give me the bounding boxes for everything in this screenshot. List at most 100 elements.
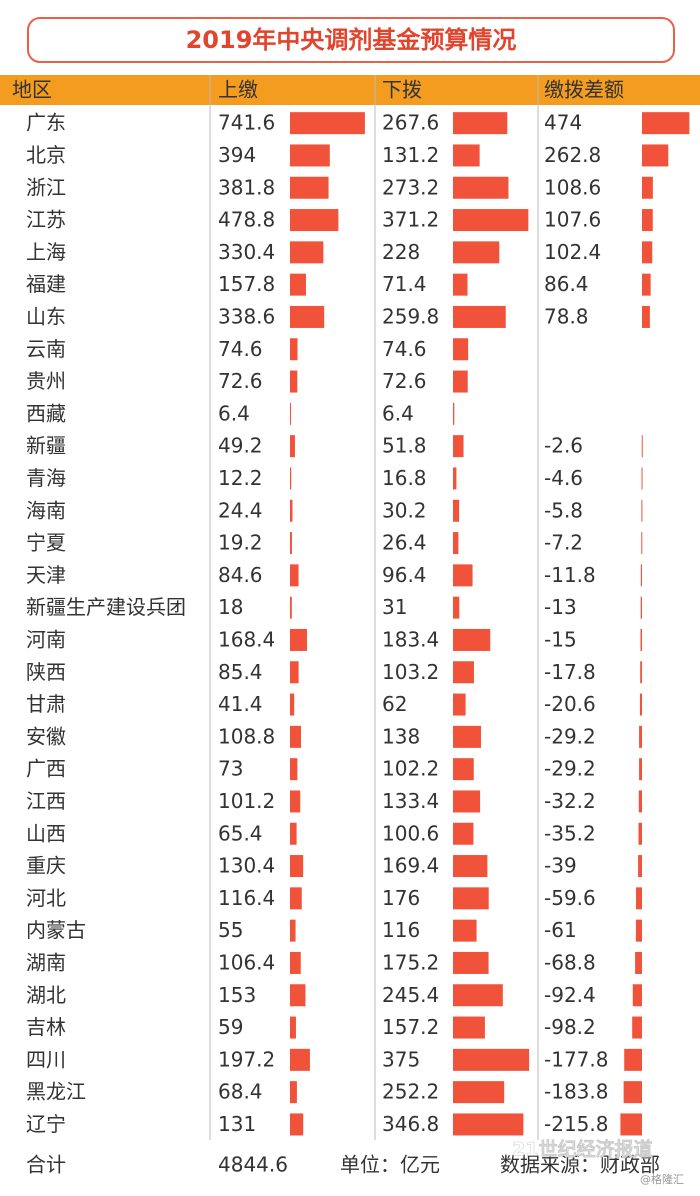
value-cell: 24.4 [218, 498, 263, 522]
value-cell: 41.4 [218, 692, 263, 716]
title: 2019年中央调剂基金预算情况 [186, 26, 517, 54]
value-bar [640, 596, 642, 619]
value-bar [290, 144, 330, 167]
title-box [27, 17, 675, 63]
value-cell: 65.4 [218, 821, 263, 845]
value-cell: 86.4 [544, 272, 589, 296]
value-bar [453, 402, 455, 425]
region-cell: 陕西 [26, 660, 66, 684]
value-bar [453, 887, 489, 910]
value-bar [453, 273, 468, 296]
value-cell: 197.2 [218, 1047, 275, 1071]
value-bar [290, 887, 302, 910]
value-bar [640, 564, 642, 587]
value-cell: 157.8 [218, 272, 275, 296]
value-cell: 116.4 [218, 886, 275, 910]
value-bar [453, 790, 481, 813]
value-bar [642, 112, 690, 135]
value-cell: -17.8 [544, 660, 596, 684]
value-cell: 375 [382, 1047, 420, 1071]
value-cell: -20.6 [544, 692, 596, 716]
value-bar [453, 919, 477, 942]
value-bar [290, 596, 292, 619]
watermark: 21世纪经济报道 [512, 1138, 652, 1161]
value-bar [641, 499, 643, 522]
value-bar [453, 305, 506, 328]
region-cell: 上海 [26, 240, 66, 264]
value-cell: 18 [218, 595, 243, 619]
value-cell: 168.4 [218, 627, 275, 651]
value-cell: 157.2 [382, 1015, 439, 1039]
value-bar [290, 661, 299, 684]
value-bar [290, 338, 298, 361]
value-bar [290, 273, 306, 296]
value-cell: 245.4 [382, 983, 439, 1007]
region-cell: 湖南 [26, 950, 66, 974]
value-bar [290, 984, 306, 1007]
region-cell: 广西 [26, 757, 66, 781]
value-cell: -29.2 [544, 757, 596, 781]
value-bar [290, 822, 297, 845]
value-bar [453, 984, 503, 1007]
value-bar [642, 273, 651, 296]
value-cell: 72.6 [218, 369, 263, 393]
value-cell: -35.2 [544, 821, 596, 845]
value-bar [290, 919, 296, 942]
region-cell: 贵州 [26, 369, 66, 393]
value-bar [453, 564, 473, 587]
value-cell: 31 [382, 595, 407, 619]
value-bar [290, 693, 295, 716]
value-bar [641, 532, 643, 555]
value-cell: 26.4 [382, 531, 427, 555]
value-cell: -11.8 [544, 563, 596, 587]
value-bar [453, 144, 480, 167]
value-bar [290, 402, 291, 425]
value-cell: 267.6 [382, 111, 439, 135]
value-cell: 133.4 [382, 789, 439, 813]
value-bar [639, 725, 642, 748]
value-bar [453, 628, 491, 651]
value-cell: 183.4 [382, 627, 439, 651]
value-bar [290, 758, 298, 781]
value-cell: 19.2 [218, 531, 263, 555]
value-bar [640, 661, 642, 684]
value-bar [453, 370, 468, 393]
value-cell: -5.8 [544, 498, 583, 522]
value-cell: -59.6 [544, 886, 596, 910]
value-cell: 68.4 [218, 1080, 263, 1104]
value-cell: -15 [544, 627, 577, 651]
value-bar [453, 1081, 505, 1104]
value-bar [453, 822, 474, 845]
value-cell: 71.4 [382, 272, 427, 296]
value-cell: 102.4 [544, 240, 601, 264]
region-cell: 青海 [26, 466, 66, 490]
region-cell: 四川 [26, 1047, 66, 1071]
value-bar [642, 241, 653, 264]
value-cell: 103.2 [382, 660, 439, 684]
value-cell: 30.2 [382, 498, 427, 522]
value-cell: 228 [382, 240, 420, 264]
value-cell: 176 [382, 886, 420, 910]
value-bar [290, 725, 301, 748]
value-cell: 131.2 [382, 143, 439, 167]
value-bar [635, 919, 642, 942]
value-cell: 51.8 [382, 434, 427, 458]
region-cell: 广东 [26, 111, 66, 135]
value-bar [453, 112, 508, 135]
value-bar [290, 532, 292, 555]
value-cell: 262.8 [544, 143, 601, 167]
value-bar [453, 467, 457, 490]
value-cell: 96.4 [382, 563, 427, 587]
value-cell: 478.8 [218, 208, 275, 232]
value-cell: 59 [218, 1015, 243, 1039]
value-cell: 371.2 [382, 208, 439, 232]
value-cell: -39 [544, 854, 577, 878]
value-bar [638, 790, 642, 813]
value-bar [453, 1048, 530, 1071]
value-cell: -32.2 [544, 789, 596, 813]
value-cell: 338.6 [218, 304, 275, 328]
value-bar [290, 1081, 297, 1104]
value-bar [453, 176, 509, 199]
value-bar [290, 176, 329, 199]
